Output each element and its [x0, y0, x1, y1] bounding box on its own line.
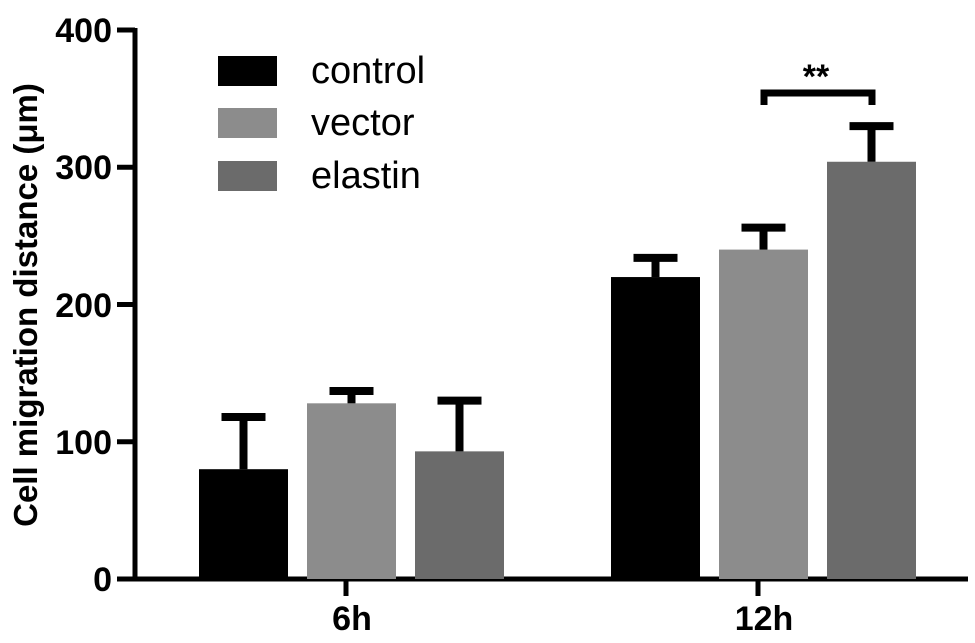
y-tick-label-300: 300: [55, 149, 112, 187]
legend-label-control: control: [311, 50, 426, 92]
legend-item-vector: vector: [218, 104, 414, 142]
legend-swatch-vector: [218, 108, 277, 138]
legend-label-elastin: elastin: [311, 155, 421, 197]
y-tick-label-0: 0: [93, 561, 112, 599]
x-tick-label-6h: 6h: [332, 600, 372, 638]
bar-elastin-6h: [415, 451, 504, 579]
x-tick-label-12h: 12h: [734, 600, 794, 638]
y-tick-label-200: 200: [55, 287, 112, 325]
bar-control-12h: [611, 277, 700, 579]
significance-bracket: [760, 89, 876, 105]
y-tick-label-100: 100: [55, 424, 112, 462]
bar-vector-12h: [719, 249, 808, 579]
legend-item-elastin: elastin: [218, 157, 421, 195]
bar-vector-6h: [307, 403, 396, 579]
significance-label: **: [802, 58, 830, 96]
legend-swatch-elastin: [218, 161, 277, 191]
bar-elastin-12h: [827, 161, 916, 579]
legend-item-control: control: [218, 52, 425, 90]
legend-label-vector: vector: [311, 102, 415, 144]
bar-control-6h: [199, 469, 288, 579]
legend-swatch-control: [218, 56, 277, 86]
y-tick-label-400: 400: [55, 12, 112, 50]
